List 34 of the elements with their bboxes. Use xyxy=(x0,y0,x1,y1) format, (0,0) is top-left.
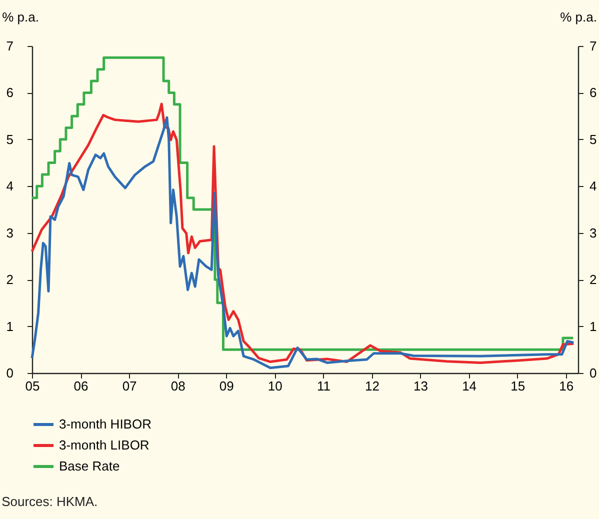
y2-tick-label: 3 xyxy=(590,225,597,240)
x-tick-label: 10 xyxy=(268,378,282,394)
x-tick-label: 11 xyxy=(316,378,330,394)
y-tick-label: 4 xyxy=(6,178,14,194)
y-tick-label: 2 xyxy=(6,272,14,288)
x-tick-label: 13 xyxy=(414,378,428,394)
y-tick-label: 0 xyxy=(6,366,14,380)
y-tick-label: 6 xyxy=(6,85,14,100)
y2-tick-label: 4 xyxy=(590,178,597,194)
x-tick-label: 08 xyxy=(170,378,186,394)
y2-tick-label: 2 xyxy=(590,272,597,288)
x-tick-label: 14 xyxy=(462,378,477,394)
x-tick-label: 05 xyxy=(25,378,40,394)
y-tick-label: 1 xyxy=(6,318,14,334)
x-tick-label: 15 xyxy=(510,378,526,394)
y-tick-label: 3 xyxy=(6,225,14,240)
x-tick-label: 07 xyxy=(122,378,137,394)
legend-label: Base Rate xyxy=(59,458,120,474)
source-note: Sources: HKMA. xyxy=(2,494,98,509)
y-tick-label: 7 xyxy=(6,38,14,54)
y2-tick-label: 0 xyxy=(590,366,597,380)
x-tick-label: 16 xyxy=(559,378,574,394)
x-tick-label: 06 xyxy=(74,378,88,394)
legend-label: 3-month HIBOR xyxy=(59,416,152,432)
y2-tick-label: 7 xyxy=(590,38,597,54)
y2-axis-title: % p.a. xyxy=(560,10,597,24)
y-axis-title: % p.a. xyxy=(2,10,39,24)
y2-tick-label: 5 xyxy=(590,132,597,147)
x-tick-label: 12 xyxy=(365,378,380,394)
x-tick-label: 09 xyxy=(219,378,234,394)
y2-tick-label: 6 xyxy=(590,85,597,100)
y2-tick-label: 1 xyxy=(590,318,597,334)
legend-label: 3-month LIBOR xyxy=(59,438,150,452)
y-tick-label: 5 xyxy=(6,132,14,147)
